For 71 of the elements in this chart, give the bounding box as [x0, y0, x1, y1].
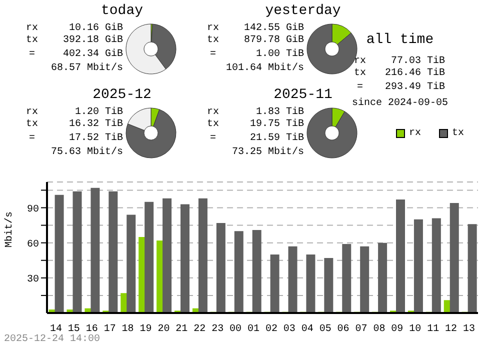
text: 68.57 Mbit/s	[50, 63, 123, 75]
text: =	[356, 82, 364, 94]
text: tx	[25, 119, 39, 131]
text: tx	[25, 35, 39, 47]
chart-title: today	[100, 3, 144, 19]
text: rx	[25, 23, 39, 35]
text: 392.18 GiB	[62, 35, 123, 47]
text: 2025-12-24 14:00	[4, 334, 100, 345]
x-tick-label: 22	[194, 324, 206, 335]
x-tick-label: 14	[50, 324, 62, 335]
x-tick-label: 18	[122, 324, 134, 335]
x-tick-label: 21	[176, 324, 188, 335]
x-tick-label: 04	[301, 324, 314, 335]
text: =	[208, 133, 217, 145]
text: 216.46 TiB	[384, 68, 445, 80]
x-tick-label: 08	[373, 324, 386, 335]
text: 1.00 TiB	[256, 49, 304, 61]
text: 402.34 GiB	[62, 49, 123, 61]
text: 17.52 TiB	[68, 133, 123, 145]
chart-title: 2025-11	[274, 87, 332, 103]
text: 21.59 TiB	[250, 133, 304, 145]
text: 75.63 Mbit/s	[50, 147, 123, 159]
text: =	[208, 49, 217, 61]
text: rx	[206, 23, 220, 35]
x-tick-label: 06	[337, 324, 350, 335]
x-tick-label: 17	[104, 324, 116, 335]
x-tick-label: 11	[427, 324, 440, 335]
text: all time	[365, 32, 435, 48]
x-tick-label: 13	[463, 324, 476, 335]
x-tick-label: 20	[158, 324, 170, 335]
x-tick-label: 10	[409, 324, 422, 335]
y-tick-label: 90	[26, 204, 39, 216]
text: 73.25 Mbit/s	[230, 147, 304, 159]
x-tick-label: 23	[212, 324, 224, 335]
legend-label: tx	[451, 128, 464, 139]
x-tick-label: 05	[319, 324, 332, 335]
text: tx	[353, 68, 367, 80]
x-tick-label: 01	[248, 324, 260, 335]
x-tick-label: 03	[283, 324, 296, 335]
text: 77.03 TiB	[390, 56, 445, 68]
x-tick-label: 09	[391, 324, 404, 335]
x-tick-label: 00	[230, 324, 242, 335]
text: 1.83 TiB	[256, 107, 304, 118]
x-tick-label: 15	[68, 324, 80, 335]
legend-label: rx	[408, 128, 422, 139]
text: rx	[206, 107, 220, 119]
text: rx	[353, 56, 367, 68]
text: tx	[206, 119, 220, 131]
y-tick-label: 60	[26, 239, 39, 250]
x-tick-label: 16	[86, 324, 98, 335]
text: 10.16 GiB	[68, 23, 123, 34]
x-tick-label: 07	[355, 324, 368, 335]
y-tick-label: 30	[26, 274, 39, 286]
text: tx	[206, 35, 220, 47]
text: 16.32 TiB	[68, 119, 123, 131]
text: =	[28, 133, 36, 145]
text: 101.64 Mbit/s	[224, 63, 304, 75]
text: 19.75 TiB	[250, 119, 304, 131]
chart-title: 2025-12	[92, 87, 152, 103]
text: 142.55 GiB	[244, 23, 304, 34]
text: =	[28, 49, 36, 61]
x-tick-label: 12	[445, 324, 458, 335]
text: 879.78 GiB	[244, 35, 304, 47]
y-axis-title: Mbit/s	[4, 211, 16, 248]
text: 293.49 TiB	[384, 82, 445, 94]
text: rx	[25, 107, 39, 119]
chart-title: yesterday	[264, 3, 342, 19]
x-tick-label: 19	[140, 324, 152, 335]
text: since 2024-09-05	[350, 98, 449, 109]
text: 1.20 TiB	[74, 107, 123, 118]
x-tick-label: 02	[265, 324, 278, 335]
